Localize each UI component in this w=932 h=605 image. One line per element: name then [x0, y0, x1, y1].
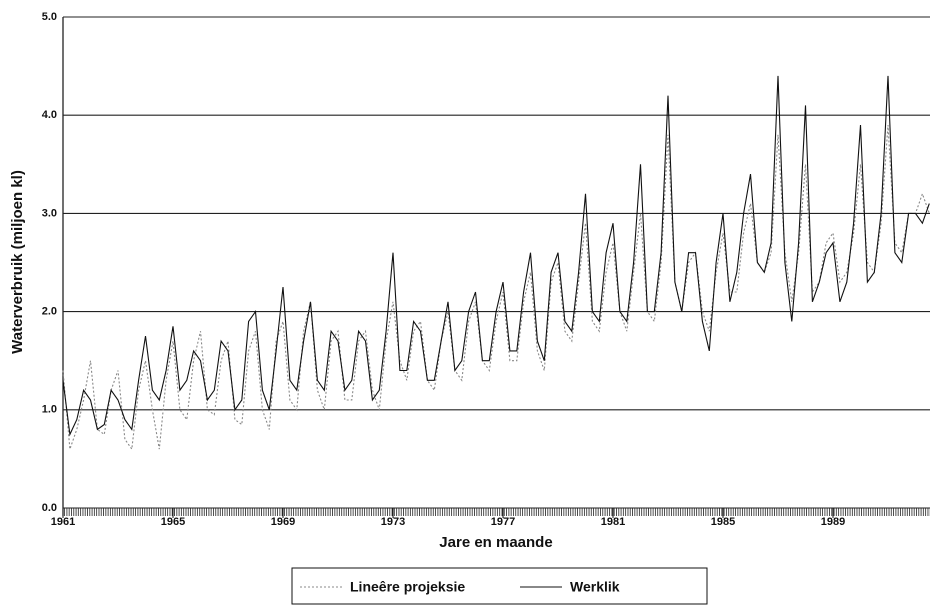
- x-tick-label: 1973: [381, 516, 405, 528]
- y-tick-label: 1.0: [42, 404, 57, 416]
- series-line: [62, 124, 930, 451]
- x-axis-title: Jare en maande: [439, 534, 552, 551]
- y-tick-label: 4.0: [42, 109, 57, 121]
- legend-box: [291, 567, 708, 605]
- legend-label: Werklik: [570, 579, 620, 595]
- x-tick-label: 1961: [51, 516, 75, 528]
- series-line: [62, 75, 930, 437]
- x-tick-label: 1969: [271, 516, 295, 528]
- y-tick-label: 3.0: [42, 207, 57, 219]
- minor-ticks: [63, 508, 930, 516]
- y-tick-label: 2.0: [42, 306, 57, 318]
- y-axis-title: Waterverbruik (miljoen kl): [9, 170, 26, 354]
- legend-label: Lineêre projeksie: [350, 579, 465, 595]
- x-tick-label: 1965: [161, 516, 185, 528]
- x-tick-label: 1981: [601, 516, 625, 528]
- y-tick-label: 5.0: [42, 11, 57, 23]
- x-tick-label: 1985: [711, 516, 735, 528]
- x-tick-label: 1977: [491, 516, 515, 528]
- x-tick-label: 1989: [821, 516, 845, 528]
- y-tick-label: 0.0: [42, 502, 57, 514]
